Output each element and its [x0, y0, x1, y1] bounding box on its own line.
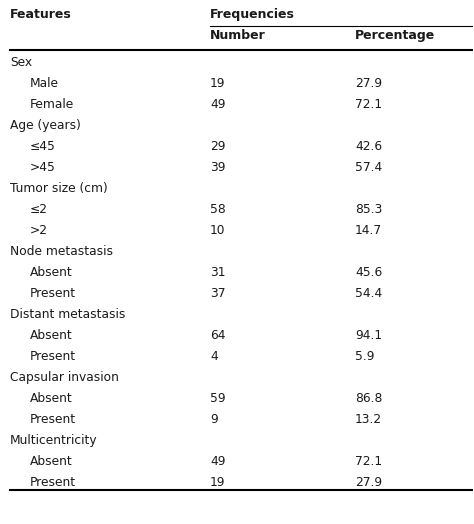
Text: Absent: Absent: [30, 392, 73, 405]
Text: Age (years): Age (years): [10, 119, 81, 132]
Text: Node metastasis: Node metastasis: [10, 245, 113, 258]
Text: >45: >45: [30, 161, 56, 174]
Text: Absent: Absent: [30, 455, 73, 468]
Text: Present: Present: [30, 287, 76, 300]
Text: Features: Features: [10, 8, 72, 21]
Text: ≤45: ≤45: [30, 140, 56, 153]
Text: Present: Present: [30, 350, 76, 363]
Text: Male: Male: [30, 77, 59, 90]
Text: Present: Present: [30, 413, 76, 426]
Text: 72.1: 72.1: [355, 98, 382, 111]
Text: Number: Number: [210, 29, 266, 42]
Text: Percentage: Percentage: [355, 29, 435, 42]
Text: 27.9: 27.9: [355, 77, 382, 90]
Text: 4: 4: [210, 350, 218, 363]
Text: 59: 59: [210, 392, 226, 405]
Text: 39: 39: [210, 161, 226, 174]
Text: ≤2: ≤2: [30, 203, 48, 216]
Text: 9: 9: [210, 413, 218, 426]
Text: >2: >2: [30, 224, 48, 237]
Text: 64: 64: [210, 329, 226, 342]
Text: 49: 49: [210, 455, 226, 468]
Text: 5.9: 5.9: [355, 350, 374, 363]
Text: 13.2: 13.2: [355, 413, 382, 426]
Text: Female: Female: [30, 98, 74, 111]
Text: Multicentricity: Multicentricity: [10, 434, 98, 447]
Text: 49: 49: [210, 98, 226, 111]
Text: 86.8: 86.8: [355, 392, 383, 405]
Text: 10: 10: [210, 224, 226, 237]
Text: Present: Present: [30, 476, 76, 489]
Text: 31: 31: [210, 266, 226, 279]
Text: 58: 58: [210, 203, 226, 216]
Text: 19: 19: [210, 77, 226, 90]
Text: 19: 19: [210, 476, 226, 489]
Text: 94.1: 94.1: [355, 329, 382, 342]
Text: Sex: Sex: [10, 56, 32, 69]
Text: Distant metastasis: Distant metastasis: [10, 308, 126, 321]
Text: 37: 37: [210, 287, 226, 300]
Text: Absent: Absent: [30, 266, 73, 279]
Text: 29: 29: [210, 140, 226, 153]
Text: 54.4: 54.4: [355, 287, 382, 300]
Text: 45.6: 45.6: [355, 266, 382, 279]
Text: 14.7: 14.7: [355, 224, 382, 237]
Text: Tumor size (cm): Tumor size (cm): [10, 182, 108, 195]
Text: 85.3: 85.3: [355, 203, 383, 216]
Text: Frequencies: Frequencies: [210, 8, 295, 21]
Text: 42.6: 42.6: [355, 140, 382, 153]
Text: 27.9: 27.9: [355, 476, 382, 489]
Text: 57.4: 57.4: [355, 161, 382, 174]
Text: 72.1: 72.1: [355, 455, 382, 468]
Text: Absent: Absent: [30, 329, 73, 342]
Text: Capsular invasion: Capsular invasion: [10, 371, 119, 384]
